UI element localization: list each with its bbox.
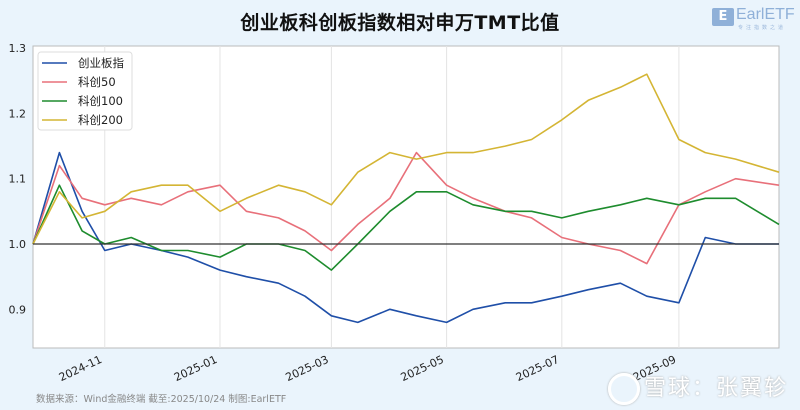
plot-area (32, 45, 780, 349)
x-tick-label: 2025-07 (514, 353, 561, 384)
legend-label: 创业板指 (78, 56, 124, 70)
legend-box (37, 51, 133, 131)
data-source-note: 数据来源：Wind金融终端 截至:2025/10/24 制图:EarlETF (36, 394, 287, 405)
series-line (32, 184, 780, 271)
y-tick-label: 1.1 (9, 173, 27, 186)
watermark: 雪球：张翼轸 (608, 370, 788, 405)
series-line (32, 151, 779, 324)
y-tick-label: 1.0 (9, 238, 27, 251)
x-tick-label: 2024-11 (57, 353, 104, 384)
logo-icon: E (712, 8, 734, 26)
chart-title: 创业板科创板指数相对申万TMT比值 (240, 12, 560, 34)
legend-label: 科创200 (78, 113, 123, 127)
logo: E EarlETF 专注指数之道 (712, 6, 796, 32)
logo-subtitle: 专注指数之道 (738, 25, 787, 31)
legend-label: 科创50 (78, 75, 116, 89)
legend-label: 科创100 (78, 94, 123, 108)
watermark-text: 雪球：张翼轸 (644, 376, 789, 401)
y-tick-label: 1.2 (9, 107, 27, 120)
series-line (32, 73, 780, 245)
y-tick-label: 0.9 (9, 303, 27, 316)
snowball-icon (608, 373, 640, 405)
series-line (32, 151, 780, 265)
y-tick-label: 1.3 (9, 42, 27, 55)
x-tick-label: 2025-03 (284, 353, 331, 384)
logo-text: EarlETF (736, 6, 795, 23)
x-tick-label: 2025-01 (172, 353, 219, 384)
x-tick-label: 2025-05 (399, 353, 446, 384)
